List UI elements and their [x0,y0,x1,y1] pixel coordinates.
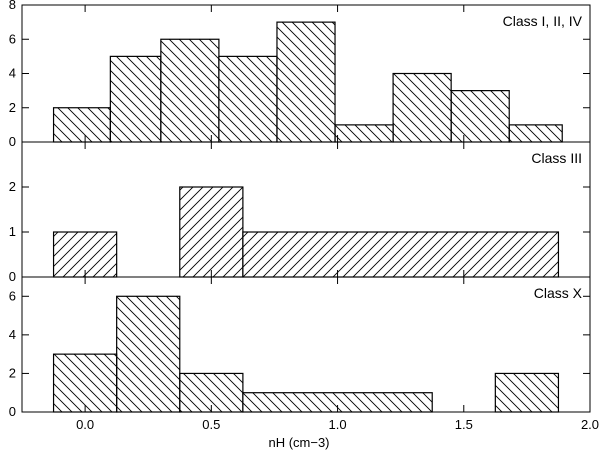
histogram-bar [109,55,162,143]
x-tick-label: 1.0 [329,417,347,432]
x-tick-label: 0.0 [76,417,94,432]
histogram-bar [392,72,452,143]
y-tick-label: 0 [9,134,16,149]
histogram-panel-3: 0 2 4 6 Class X [9,276,591,419]
histogram-bar [494,372,560,413]
histogram-bar [508,124,563,143]
y-tick-label: 4 [9,66,16,81]
y-tick-label: 6 [9,288,16,303]
histogram-panel-1: 0 2 4 6 8 Class I, II, IV [9,0,591,149]
y-tick-label: 0 [9,404,16,419]
y-tick-label: 8 [9,0,16,12]
x-tick-label: 2.0 [581,417,599,432]
y-tick-label: 2 [9,179,16,194]
histogram-bar [160,38,220,143]
x-tick-label: 0.5 [202,417,220,432]
histogram-bar [334,124,394,143]
panel-label: Class X [534,285,583,301]
histogram-bar [116,295,181,413]
histogram-bar [450,90,510,143]
y-tick-label: 0 [9,269,16,284]
x-axis-tick-labels: 0.0 0.5 1.0 1.5 2.0 [76,417,599,432]
y-tick-label: 2 [9,100,16,115]
histogram-panel-2: 0 1 2 Class III [9,141,591,284]
y-tick-label: 4 [9,327,16,342]
histogram-bar [179,186,244,278]
histogram-bar [52,231,118,278]
x-tick-label: 1.5 [455,417,473,432]
histogram-bar [52,107,111,143]
panel-label: Class I, II, IV [503,13,583,29]
panel-label: Class III [531,150,582,166]
histogram-bar [276,21,336,143]
x-axis-label: nH (cm−3) [268,435,329,450]
histogram-bar [242,231,560,278]
histogram-bar [52,353,118,413]
y-tick-label: 2 [9,365,16,380]
panel-frame [21,276,591,413]
y-tick-label: 1 [9,224,16,239]
y-tick-label: 6 [9,31,16,46]
histogram-panels: 0 2 4 6 8 Class I, II, IV 0 1 2 Class III 0 2 4 6 Clas… [9,0,591,419]
histogram-bar [218,55,278,143]
